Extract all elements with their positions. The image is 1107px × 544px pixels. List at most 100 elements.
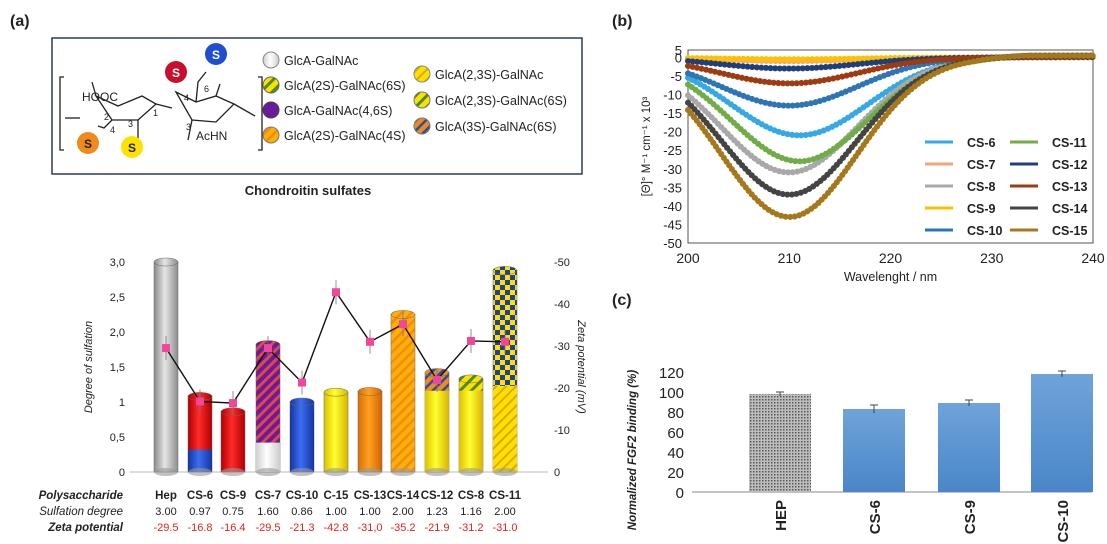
sulfate-badge-red: S [165, 61, 187, 83]
sulfate-badge-orange: S [77, 132, 99, 154]
svg-text:S: S [128, 141, 136, 155]
legend-swatch-2s-4s [262, 126, 280, 144]
y-tick-b: -20 [663, 125, 682, 140]
legend-swatch-46s [262, 101, 280, 119]
zeta-point-cs-11 [501, 337, 509, 346]
sulfation-value: 1.00 [359, 506, 380, 518]
legend-b-label-cs-9: CS-9 [967, 202, 996, 216]
bar-a-cs-9 [220, 407, 246, 476]
bar-a-base [290, 468, 314, 476]
sulfation-value: 0.75 [222, 506, 243, 518]
bar-c-hep [749, 394, 811, 492]
y-tick-c: 60 [667, 425, 684, 442]
bar-a-cap [357, 387, 383, 396]
y-tick-b: -5 [670, 69, 682, 84]
legend-a-item-1: GlcA(2S)-GalNAc(6S) [284, 79, 406, 93]
x-tick-c-cs-6: CS-6 [867, 500, 884, 534]
y2-tick-a: -40 [554, 299, 570, 311]
bar-a-segment [493, 385, 517, 472]
y-tick-c: 40 [667, 445, 684, 462]
y2-tick-a: -10 [554, 425, 570, 437]
bar-a-cs-10 [289, 397, 315, 476]
legend-b-label-cs-14: CS-14 [1052, 202, 1087, 216]
legend-swatch-23s [413, 65, 431, 83]
category-a-cs-13: CS-13 [354, 490, 387, 502]
category-a-cs-8: CS-8 [458, 490, 485, 502]
y-tick-c: 120 [659, 365, 684, 382]
legend-b-label-cs-10: CS-10 [967, 224, 1002, 238]
sulfation-value: 2.00 [392, 506, 413, 518]
zeta-line [165, 290, 506, 404]
y-tick-b: -50 [663, 236, 682, 251]
legend-b-label-cs-12: CS-12 [1052, 158, 1087, 172]
y-tick-a: 0 [119, 467, 125, 479]
bar-a-base [425, 468, 449, 476]
zeta-point-cs-10 [298, 378, 306, 387]
legend-a-item-0: GlcA-GalNAc [284, 54, 358, 68]
sulfation-value: 1.16 [460, 506, 481, 518]
y2-tick-a: -50 [554, 257, 570, 269]
bar-c-cs-6 [843, 409, 905, 492]
x-tick-b: 220 [879, 250, 903, 266]
category-a-cs-14: CS-14 [387, 490, 420, 502]
sulfation-value: 0.97 [189, 506, 210, 518]
legend-b-label-cs-7: CS-7 [967, 158, 996, 172]
category-a-cs-10: CS-10 [286, 490, 319, 502]
hooc-label: HOOC [82, 90, 118, 104]
bar-a-cs-11 [492, 266, 518, 476]
x-tick-c-cs-10: CS-10 [1055, 500, 1072, 543]
x-tick-c-hep: HEP [773, 500, 790, 531]
bar-a-c-15 [323, 387, 349, 476]
chart-a: 0 0,5 1 1,5 2,0 2,5 3,0 0 -10 -20 -30 -40 -50 Degree … [39, 257, 587, 534]
svg-text:S: S [212, 48, 220, 62]
zeta-point-hep [162, 344, 170, 353]
panel-c-label: (c) [612, 292, 632, 309]
ring-num-3a: 4 [110, 125, 115, 135]
series-b-cs-14 [685, 52, 1096, 198]
bar-a-base [188, 468, 212, 476]
sulfation-value: 1.23 [426, 506, 447, 518]
category-a-cs-11: CS-11 [489, 490, 522, 502]
bar-c-cs-9 [938, 403, 1000, 492]
y-tick-b: -45 [663, 217, 682, 232]
y2-tick-a: 0 [554, 467, 560, 479]
zeta-value: -21.3 [289, 522, 314, 534]
chart-c: 0 20 40 60 80 100 120 Normalized FGF2 binding (… [627, 365, 1093, 543]
legend-a: GlcA-GalNAc GlcA(2S)-GalNAc(6S) GlcA-Gal… [262, 51, 567, 144]
bar-a-base [459, 468, 483, 476]
bar-a-cap [492, 266, 518, 275]
zeta-point-cs-7 [264, 344, 272, 353]
zeta-point-cs-13 [366, 337, 374, 346]
disaccharide-structure [59, 71, 263, 151]
row-label-polysaccharide: Polysaccharide [39, 490, 124, 502]
y-tick-c: 80 [667, 405, 684, 422]
y-tick-a: 1 [119, 397, 125, 409]
bar-a-base [324, 468, 348, 476]
y-tick-b-top: 5 [675, 43, 682, 58]
zeta-value: -31.0 [492, 522, 517, 534]
legend-a-item-5: GlcA(2,3S)-GalNAc(6S) [435, 94, 567, 108]
category-a-cs-6: CS-6 [187, 490, 213, 502]
category-a-cs-12: CS-12 [421, 490, 454, 502]
sulfation-value: 1.60 [257, 506, 278, 518]
ring-num-6: 6 [204, 84, 209, 94]
zeta-value: -16.8 [187, 522, 212, 534]
ring-num-4a: 2 [104, 112, 109, 122]
y-tick-a: 2,0 [110, 327, 125, 339]
bar-a-cs-6 [187, 392, 213, 476]
legend-a-item-3: GlcA(2S)-GalNAc(4S) [284, 129, 406, 143]
y-tick-b: -35 [663, 180, 682, 195]
bar-a-cs-14 [390, 310, 416, 476]
y-tick-b: -10 [663, 88, 682, 103]
bar-a-cs-7 [255, 340, 281, 476]
bar-a-base [221, 468, 245, 476]
zeta-value: -31,0 [357, 522, 382, 534]
y-axis-label-c: Normalized FGF2 binding (%) [627, 370, 639, 531]
bar-a-base [154, 468, 178, 476]
bar-a-base [358, 468, 382, 476]
zeta-value: -16.4 [220, 522, 245, 534]
bar-a-body [153, 261, 179, 473]
bar-a-segment [256, 442, 280, 472]
achn-label: AcHN [196, 129, 227, 143]
y-tick-b: -25 [663, 143, 682, 158]
